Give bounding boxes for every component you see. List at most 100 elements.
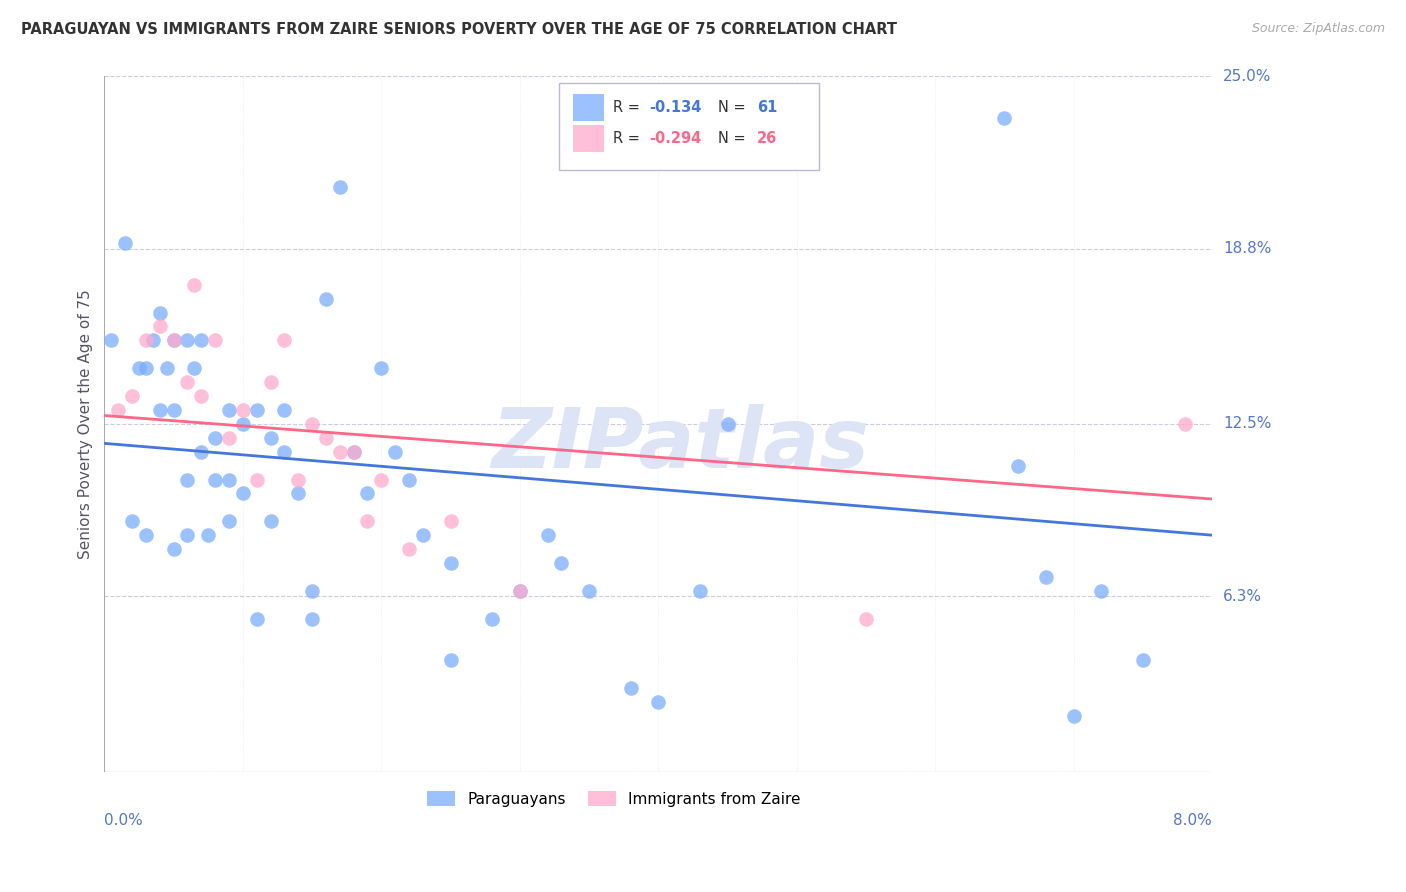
Point [550, 556, 572, 570]
FancyBboxPatch shape [558, 83, 818, 170]
Text: 25.0%: 25.0% [1223, 69, 1271, 84]
Point [100, 334, 122, 348]
Point [204, 334, 226, 348]
Point [259, 375, 281, 389]
Point [509, 583, 531, 598]
Point [121, 389, 143, 403]
Point [343, 444, 366, 458]
Point [315, 292, 337, 306]
Point [162, 403, 184, 417]
Point [398, 542, 420, 557]
Point [287, 473, 309, 487]
Point [176, 473, 198, 487]
Text: 8.0%: 8.0% [1174, 814, 1212, 829]
Point [356, 486, 378, 500]
Point [1173, 417, 1195, 431]
Point [481, 612, 503, 626]
Text: N =: N = [718, 100, 751, 115]
Point [509, 583, 531, 598]
Point [343, 444, 366, 458]
Point [246, 403, 269, 417]
Point [197, 528, 219, 542]
Text: R =: R = [613, 100, 644, 115]
Point [218, 514, 240, 528]
Point [162, 542, 184, 557]
Point [259, 514, 281, 528]
Text: -0.134: -0.134 [650, 100, 702, 115]
Point [162, 334, 184, 348]
Point [142, 334, 165, 348]
Point [356, 514, 378, 528]
Point [647, 695, 669, 709]
Point [176, 375, 198, 389]
FancyBboxPatch shape [574, 126, 605, 152]
Point [412, 528, 434, 542]
Point [190, 334, 212, 348]
Text: PARAGUAYAN VS IMMIGRANTS FROM ZAIRE SENIORS POVERTY OVER THE AGE OF 75 CORRELATI: PARAGUAYAN VS IMMIGRANTS FROM ZAIRE SENI… [21, 22, 897, 37]
Point [620, 681, 643, 696]
Point [114, 235, 136, 250]
Point [218, 473, 240, 487]
Point [1035, 570, 1057, 584]
Point [273, 403, 295, 417]
Point [1090, 583, 1112, 598]
FancyBboxPatch shape [574, 95, 605, 120]
Point [301, 612, 323, 626]
Point [287, 486, 309, 500]
Text: Source: ZipAtlas.com: Source: ZipAtlas.com [1251, 22, 1385, 36]
Point [1132, 653, 1154, 667]
Text: N =: N = [718, 131, 751, 146]
Point [439, 514, 461, 528]
Point [204, 431, 226, 445]
Point [993, 111, 1015, 125]
Point [329, 444, 352, 458]
Point [190, 444, 212, 458]
Text: R =: R = [613, 131, 644, 146]
Point [273, 444, 295, 458]
Point [232, 417, 254, 431]
Point [246, 612, 269, 626]
Point [204, 473, 226, 487]
Point [273, 334, 295, 348]
Point [121, 514, 143, 528]
Point [370, 361, 392, 376]
Point [855, 612, 877, 626]
Text: 12.5%: 12.5% [1223, 417, 1271, 432]
Text: 18.8%: 18.8% [1223, 241, 1271, 256]
Point [232, 486, 254, 500]
Point [398, 473, 420, 487]
Point [218, 431, 240, 445]
Point [135, 361, 157, 376]
Point [156, 361, 179, 376]
Point [536, 528, 558, 542]
Point [259, 431, 281, 445]
Point [246, 473, 269, 487]
Point [176, 528, 198, 542]
Point [439, 653, 461, 667]
Point [689, 583, 711, 598]
Point [128, 361, 150, 376]
Point [384, 444, 406, 458]
Point [1063, 709, 1085, 723]
Point [716, 417, 738, 431]
Y-axis label: Seniors Poverty Over the Age of 75: Seniors Poverty Over the Age of 75 [79, 289, 93, 558]
Point [329, 180, 352, 194]
Text: -0.294: -0.294 [650, 131, 702, 146]
Point [315, 431, 337, 445]
Legend: Paraguayans, Immigrants from Zaire: Paraguayans, Immigrants from Zaire [422, 785, 807, 813]
Point [301, 417, 323, 431]
Text: 6.3%: 6.3% [1223, 589, 1263, 604]
Point [370, 473, 392, 487]
Point [176, 334, 198, 348]
Point [439, 556, 461, 570]
Point [301, 583, 323, 598]
Point [149, 319, 172, 334]
Point [232, 403, 254, 417]
Text: 61: 61 [756, 100, 778, 115]
Point [578, 583, 600, 598]
Point [218, 403, 240, 417]
Point [190, 389, 212, 403]
Point [107, 403, 129, 417]
Point [149, 403, 172, 417]
Point [183, 277, 205, 292]
